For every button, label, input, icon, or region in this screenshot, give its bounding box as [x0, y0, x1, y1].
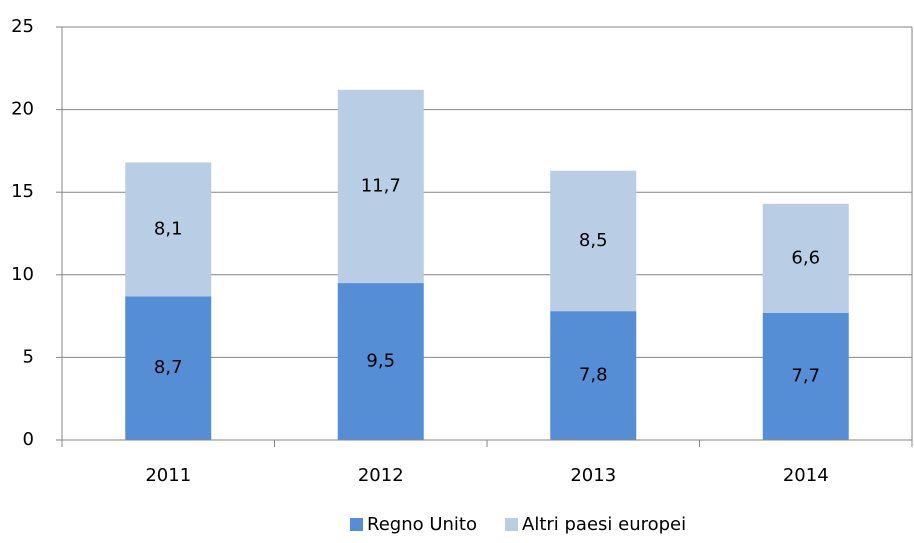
legend-swatch	[350, 518, 363, 531]
y-tick-label: 15	[11, 181, 34, 202]
bar-segment	[125, 296, 212, 440]
bar-segment	[337, 283, 424, 440]
x-tick-label: 2014	[783, 465, 829, 486]
data-label: 11,7	[361, 175, 401, 196]
legend-label: Altri paesi europei	[522, 514, 686, 535]
y-tick-label: 0	[23, 429, 34, 450]
data-label: 8,1	[154, 218, 183, 239]
legend-swatch	[505, 518, 518, 531]
x-tick-label: 2011	[145, 465, 191, 486]
x-tick-label: 2012	[358, 465, 404, 486]
y-tick-label: 10	[11, 264, 34, 285]
data-label: 7,8	[579, 365, 608, 386]
data-label: 8,7	[154, 357, 183, 378]
bar-segment	[762, 312, 849, 440]
x-tick-label: 2013	[570, 465, 616, 486]
bar-segment	[550, 170, 637, 312]
bar-segment	[125, 162, 212, 297]
data-label: 8,5	[579, 230, 608, 251]
data-label: 6,6	[791, 247, 820, 268]
legend-label: Regno Unito	[367, 514, 477, 535]
data-label: 7,7	[791, 365, 820, 386]
bar-segment	[337, 89, 424, 284]
bar-segment	[762, 203, 849, 313]
y-tick-label: 5	[23, 346, 34, 367]
y-tick-label: 25	[11, 16, 34, 37]
bar-segment	[550, 311, 637, 440]
data-label: 9,5	[366, 351, 395, 372]
y-tick-label: 20	[11, 99, 34, 120]
